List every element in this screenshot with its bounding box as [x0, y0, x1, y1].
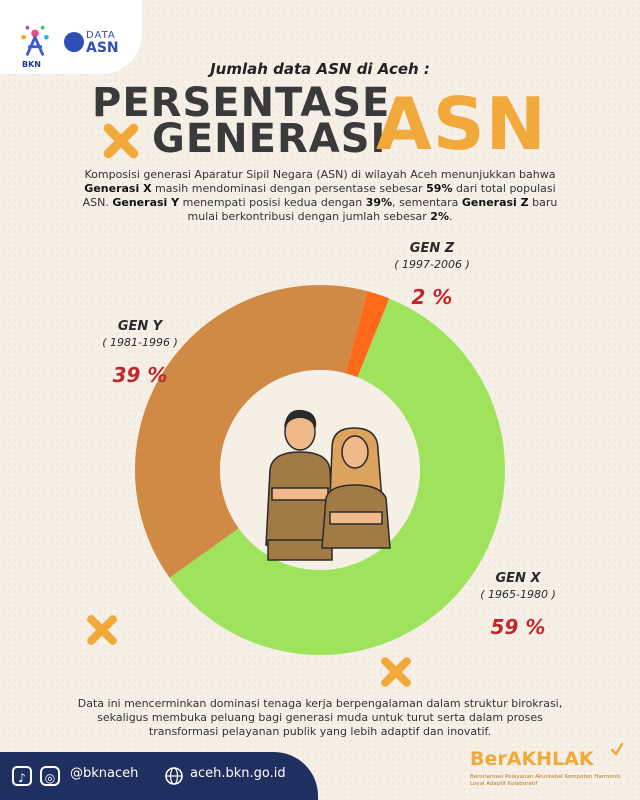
subtitle: Jumlah data ASN di Aceh : — [210, 60, 430, 78]
instagram-icon[interactable]: ◎ — [40, 766, 60, 786]
title-big: ASN — [376, 82, 547, 166]
gen-x-percent-label: 59 % — [491, 615, 546, 639]
cross-decoration-icon — [87, 615, 117, 645]
data-asn-top: DATA — [86, 30, 116, 41]
tiktok-icon[interactable]: ♪ — [12, 766, 32, 786]
bkn-label: BKN — [22, 60, 41, 69]
cross-decoration-icon — [103, 123, 139, 159]
logo-panel: BKN DATA ASN — [0, 0, 142, 74]
slice-gen-x — [169, 298, 505, 655]
social-handle-link[interactable]: @bknaceh — [70, 766, 139, 781]
slice-gen-z — [345, 291, 390, 378]
berakhlak-tagline: Berorientasi Pelayanan Akuntabel Kompete… — [470, 774, 621, 787]
gen-x-label: GEN X — [496, 571, 542, 586]
title-line-2: GENERASI — [152, 116, 387, 162]
berakhlak-brand: BerAKHLAK — [470, 748, 594, 770]
gen-z-percent-label: 2 % — [412, 285, 453, 309]
berakhlak-logo: BerAKHLAK Berorientasi Pelayanan Akuntab… — [470, 742, 630, 796]
check-mark-icon — [610, 742, 624, 756]
gen-z-label: GEN Z — [410, 241, 455, 256]
intro-paragraph: Komposisi generasi Aparatur Sipil Negara… — [82, 168, 558, 223]
gen-y-label: GEN Y — [118, 319, 164, 334]
data-asn-icon — [64, 32, 84, 52]
globe-icon — [165, 767, 183, 785]
title-line-1: PERSENTASE — [92, 80, 391, 126]
website-link[interactable]: aceh.bkn.go.id — [190, 766, 286, 781]
data-asn-bottom: ASN — [86, 40, 119, 56]
gen-y-percent-label: 39 % — [113, 363, 168, 387]
data-asn-logo: DATA ASN — [64, 30, 128, 56]
gen-y-range-label: ( 1981-1996 ) — [102, 336, 178, 349]
footer-bar — [0, 752, 318, 800]
bkn-logo-icon — [21, 25, 49, 56]
gen-z-range-label: ( 1997-2006 ) — [394, 258, 470, 271]
cross-decoration-icon — [381, 657, 411, 687]
slice-gen-y — [134, 284, 368, 578]
closing-paragraph: Data ini mencerminkan dominasi tenaga ke… — [77, 697, 563, 738]
civil-servants-illustration — [265, 409, 391, 561]
gen-x-range-label: ( 1965-1980 ) — [480, 588, 556, 601]
